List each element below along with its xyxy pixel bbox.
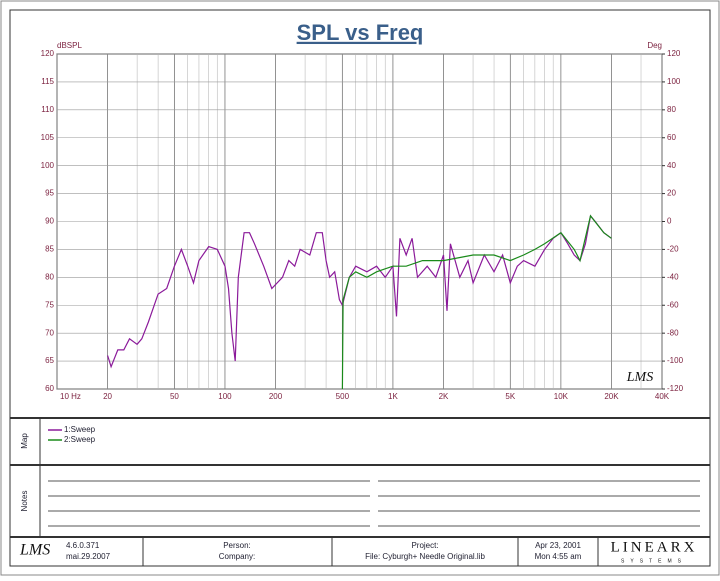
x-tick-label: 20 [103, 392, 112, 401]
x-tick-label: 2K [439, 392, 449, 401]
y-tick-label: 60 [45, 384, 54, 393]
x-tick-label: 100 [218, 392, 232, 401]
y2-tick-label: -20 [667, 245, 679, 254]
footer-logo: LMS [19, 542, 50, 559]
x-tick-label: 1K [388, 392, 398, 401]
x-tick-label: 40K [655, 392, 670, 401]
y-tick-label: 110 [41, 105, 54, 114]
brand-sub: SYSTEMS [621, 558, 687, 564]
notes-lines [48, 480, 700, 527]
inner-frame [9, 9, 711, 567]
y2-tick-label: 60 [667, 133, 676, 142]
y2-tick-label: 80 [667, 105, 676, 114]
y-tick-label: 65 [45, 356, 54, 365]
y2-tick-label: 120 [667, 49, 681, 58]
x-tick-label: 5K [505, 392, 515, 401]
y-tick-label: 70 [45, 328, 54, 337]
y2-tick-label: -120 [667, 384, 684, 393]
run-date: Apr 23, 2001 [535, 541, 581, 550]
company: Company: [219, 552, 255, 561]
y2-tick-label: 0 [667, 217, 672, 226]
chart-title: SPL vs Freq [297, 20, 424, 45]
date: mai.29.2007 [66, 552, 111, 561]
series-line [107, 214, 612, 369]
y-tick-label: 100 [41, 161, 55, 170]
y2-tick-label: 100 [667, 77, 681, 86]
y-tick-label: 105 [41, 133, 55, 142]
y-tick-label: 80 [45, 272, 54, 281]
y2-tick-label: -40 [667, 272, 679, 281]
y2-tick-label: -60 [667, 300, 679, 309]
notes-label: Notes [20, 491, 29, 512]
file: File: Cyburgh+ Needle Original.lib [365, 552, 485, 561]
x-tick-label: 10 Hz [60, 392, 81, 401]
person: Person: [223, 541, 251, 550]
brand: LINEARX [611, 539, 698, 555]
y2-tick-label: 40 [667, 161, 676, 170]
legend-label: 1:Sweep [64, 425, 96, 434]
x-tick-label: 10K [554, 392, 569, 401]
y-tick-label: 95 [45, 189, 54, 198]
y2-tick-label: -80 [667, 328, 679, 337]
x-tick-label: 20K [604, 392, 619, 401]
y-tick-label: 85 [45, 245, 54, 254]
footer-cells [142, 537, 599, 566]
y-axis-label: dBSPL [57, 41, 82, 50]
version: 4.6.0.371 [66, 541, 100, 550]
x-tick-label: 50 [170, 392, 179, 401]
watermark: LMS [626, 370, 653, 385]
y2-axis-label: Deg [647, 41, 662, 50]
y2-tick-label: 20 [667, 189, 676, 198]
y-tick-label: 115 [41, 77, 54, 86]
y-tick-label: 120 [41, 49, 55, 58]
y-tick-label: 75 [45, 300, 54, 309]
project: Project: [411, 541, 438, 550]
y-tick-label: 90 [45, 217, 54, 226]
x-tick-label: 500 [336, 392, 350, 401]
series-line [341, 214, 612, 390]
legend-label: 2:Sweep [64, 435, 96, 444]
run-time: Mon 4:55 am [535, 552, 582, 561]
map-label: Map [20, 433, 29, 449]
x-tick-label: 200 [269, 392, 283, 401]
y2-tick-label: -100 [667, 356, 684, 365]
